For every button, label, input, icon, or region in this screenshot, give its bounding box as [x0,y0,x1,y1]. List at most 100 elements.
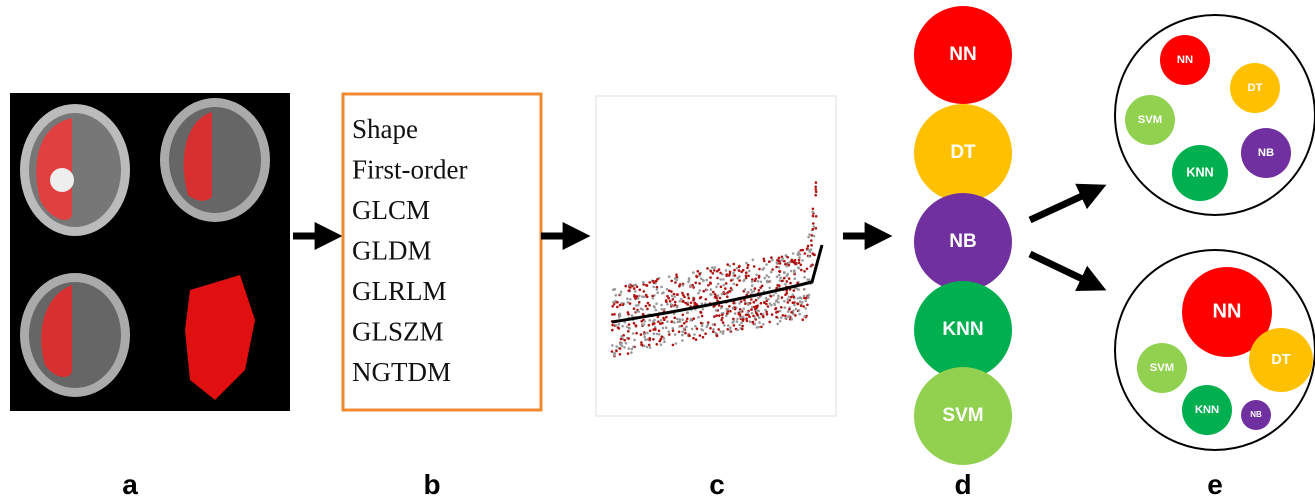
plot-point [686,317,689,321]
member-label: NN [1177,54,1193,66]
plot-point [811,263,814,267]
plot-point [617,323,621,326]
plot-point [738,275,741,278]
plot-point [803,252,807,255]
plot-point [784,262,787,266]
plot-point [814,185,817,189]
feature-label: GLDM [352,236,432,266]
plot-point [683,322,686,325]
plot-point [660,285,663,289]
plot-point [667,275,671,279]
plot-point [701,308,705,311]
member-circle [1125,95,1175,145]
plot-point [775,261,779,265]
plot-point [740,321,743,325]
plot-point [646,301,650,305]
plot-point [661,321,664,325]
plot-point [776,310,779,314]
plot-point [633,295,636,298]
plot-point [625,325,629,329]
plot-point [715,296,718,300]
plot-point [803,288,806,291]
plot-point [665,287,669,291]
plot-point [626,297,629,301]
plot-point [665,315,668,319]
plot-point [711,266,714,269]
plot-point [647,323,651,327]
plot-point [700,324,704,328]
plot-point [765,312,769,316]
plot-point [747,313,750,317]
plot-point [709,288,713,291]
plot-point [747,274,750,278]
plot-point [786,255,789,259]
plot-point [745,261,748,265]
plot-point [738,279,741,282]
plot-point [793,303,796,307]
plot-point [616,305,619,309]
plot-point [619,293,622,296]
plot-point [759,312,763,316]
plot-point [699,321,703,325]
plot-point [669,303,673,306]
plot-point [780,306,783,309]
plot-point [731,306,735,310]
plot-point [676,293,679,296]
plot-point [755,309,759,312]
plot-point [783,306,787,309]
plot-point [778,319,782,323]
plot-point [732,271,735,275]
plot-point [753,279,757,283]
plot-point [750,308,753,311]
plot-point [775,286,778,290]
plot-point [651,294,654,298]
classifier-circle [914,281,1012,379]
plot-point [788,314,791,318]
plot-point [784,254,788,257]
plot-point [788,298,791,302]
plot-point [804,296,808,300]
plot-point [639,333,643,336]
plot-point [807,296,810,299]
plot-point [709,326,712,330]
plot-point [756,314,759,317]
plot-point [640,320,643,323]
plot-point [670,294,674,298]
plot-point [807,248,810,252]
plot-point [705,278,709,282]
plot-point [659,322,662,326]
plot-point [732,262,736,266]
plot-point [671,343,675,347]
plot-point [807,278,811,282]
plot-point [644,304,648,308]
plot-point [808,250,812,254]
plot-point [681,291,684,295]
plot-point [732,324,736,327]
member-circle [1137,343,1187,393]
member-label: KNN [1186,165,1213,179]
plot-point [681,339,684,342]
plot-point [798,312,801,316]
plot-point [635,285,639,289]
plot-point [682,327,686,330]
plot-point [611,323,614,327]
plot-point [777,294,780,298]
plot-point [732,319,735,323]
plot-point [745,317,748,321]
plot-point [659,337,663,341]
plot-point [635,304,638,307]
plot-point [812,234,816,238]
plot-point [719,285,723,289]
plot-point [783,276,786,280]
plot-point [627,330,630,333]
plot-point [627,283,631,287]
plot-point [684,331,687,335]
plot-point [741,268,745,272]
plot-point [732,301,735,305]
plot-point [689,284,692,287]
plot-point [803,270,806,273]
plot-point [757,289,761,292]
plot-point [724,282,728,285]
plot-point [720,292,724,296]
plot-point [790,295,793,299]
